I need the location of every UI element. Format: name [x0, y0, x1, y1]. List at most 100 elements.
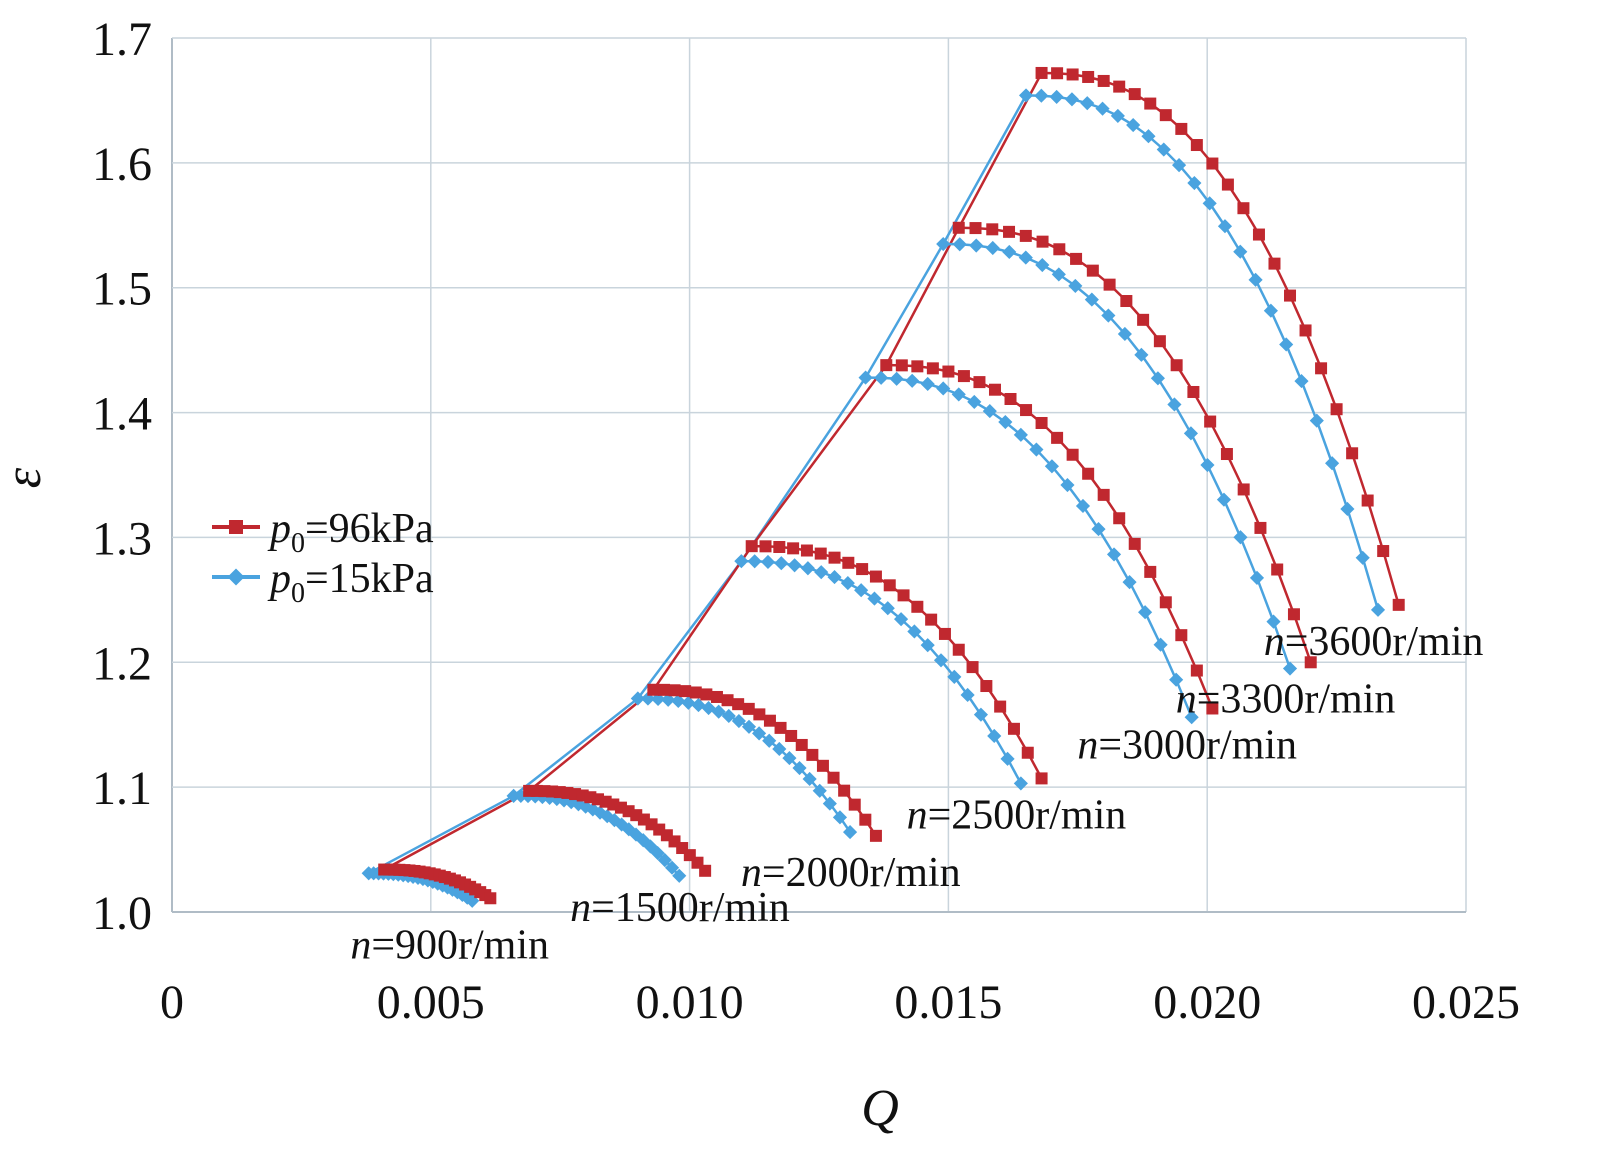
data-point-p15	[920, 638, 935, 653]
data-point-p96	[1021, 746, 1034, 759]
data-point-p96	[994, 700, 1007, 713]
speed-label-5: n=3300r/min	[1176, 676, 1396, 722]
data-point-p96	[484, 892, 497, 905]
data-point-p96	[816, 759, 829, 772]
data-point-p96	[1097, 488, 1110, 501]
data-point-p15	[630, 691, 645, 706]
data-point-p96	[988, 383, 1001, 396]
data-point-p15	[967, 394, 982, 409]
data-point-p15	[827, 569, 842, 585]
data-point-p15	[1217, 219, 1233, 234]
data-point-p96	[1159, 596, 1172, 609]
data-point-p96	[1053, 243, 1066, 256]
data-point-p96	[1153, 335, 1166, 348]
x-tick-label: 0.020	[1153, 976, 1261, 1029]
surge-line-p96	[383, 72, 1043, 871]
legend-sub-p15: 0	[291, 578, 305, 609]
data-point-p15	[854, 583, 869, 598]
data-point-p96	[869, 829, 882, 842]
data-point-p15	[672, 868, 687, 883]
data-point-p15	[1034, 88, 1049, 103]
data-point-p15	[1044, 459, 1059, 474]
data-point-p96	[895, 359, 908, 372]
speed-line-p96-3	[751, 544, 1043, 779]
data-point-p96	[1120, 295, 1133, 308]
speed-label-n: n	[350, 922, 371, 968]
data-point-p96	[668, 684, 681, 697]
data-point-p15	[907, 624, 922, 639]
svg-text:p0=15kPa: p0=15kPa	[267, 556, 434, 609]
data-point-p15	[1248, 272, 1263, 287]
data-point-p15	[1013, 776, 1028, 791]
data-point-p15	[867, 591, 882, 606]
legend-value-p96: =96kPa	[305, 506, 434, 552]
data-point-p15	[982, 404, 997, 419]
speed-label-n: n	[1176, 676, 1197, 722]
data-point-p15	[1325, 456, 1340, 471]
data-point-p96	[1086, 264, 1099, 277]
data-point-p15	[1064, 92, 1080, 107]
speed-label-1: n=1500r/min	[570, 885, 790, 931]
data-point-p96	[647, 683, 660, 696]
data-point-p15	[840, 576, 855, 591]
data-point-p96	[1361, 494, 1374, 507]
speed-label-value: =900r/min	[371, 922, 549, 968]
data-point-p96	[925, 613, 938, 626]
data-point-p96	[1082, 467, 1095, 480]
speed-label-value: =3300r/min	[1197, 676, 1396, 722]
data-point-p15	[1266, 614, 1281, 629]
data-point-p96	[973, 376, 986, 389]
data-point-p96	[1299, 324, 1312, 337]
data-point-p15	[969, 238, 984, 253]
y-tick-label: 1.1	[92, 762, 152, 815]
data-point-p96	[1113, 80, 1126, 93]
data-point-p15	[1355, 550, 1370, 565]
data-point-p15	[1080, 96, 1095, 111]
data-point-p15	[812, 783, 827, 798]
legend-marker-p15	[227, 568, 245, 586]
data-point-p96	[966, 661, 979, 674]
data-point-p96	[1036, 235, 1049, 248]
data-point-p96	[785, 729, 798, 742]
data-point-p96	[1035, 66, 1048, 79]
data-point-p96	[869, 570, 882, 583]
data-point-p96	[1004, 392, 1017, 405]
data-point-p96	[911, 360, 924, 373]
speed-line-p15-4	[865, 376, 1193, 718]
data-point-p96	[795, 738, 808, 751]
data-point-p96	[1204, 415, 1217, 428]
data-point-p15	[752, 726, 767, 741]
data-point-p15	[787, 558, 802, 573]
data-point-p96	[1175, 122, 1188, 135]
data-point-p96	[1346, 447, 1359, 460]
legend-marker-p96	[229, 520, 243, 534]
speed-line-p15-6	[1025, 94, 1380, 611]
data-point-p15	[1202, 196, 1217, 211]
data-point-p96	[1007, 722, 1020, 735]
data-point-p96	[1082, 70, 1095, 83]
data-point-p15	[1110, 108, 1125, 123]
x-tick-label: 0	[160, 976, 184, 1029]
data-point-p96	[828, 551, 841, 564]
data-point-p96	[856, 563, 869, 576]
data-point-p96	[1137, 313, 1150, 326]
x-tick-label: 0.015	[894, 976, 1002, 1029]
data-point-p96	[1254, 521, 1267, 534]
data-point-p15	[1282, 661, 1298, 676]
data-point-p96	[957, 370, 970, 383]
data-point-p15	[721, 708, 736, 724]
data-point-p15	[1150, 371, 1165, 386]
data-point-p96	[1220, 448, 1233, 461]
data-point-p96	[700, 688, 713, 701]
speed-label-n: n	[1077, 722, 1098, 768]
data-point-p96	[679, 685, 692, 698]
data-point-p96	[1377, 545, 1390, 558]
data-point-p96	[827, 771, 840, 784]
data-point-p15	[741, 719, 757, 734]
data-point-p15	[760, 554, 776, 570]
data-point-p15	[933, 653, 949, 668]
data-point-p15	[1279, 337, 1294, 352]
grid-layer	[171, 37, 1467, 913]
legend-item-p15: p0=15kPa	[212, 556, 434, 609]
data-point-p96	[742, 702, 755, 715]
